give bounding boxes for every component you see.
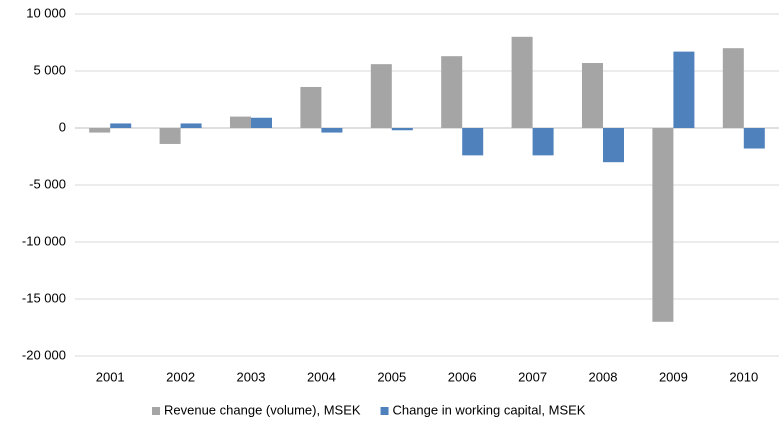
x-tick-label: 2001	[96, 369, 125, 384]
bar	[652, 128, 674, 322]
y-tick-label: -10 000	[22, 233, 66, 248]
bar	[441, 56, 463, 128]
legend-label: Revenue change (volume), MSEK	[164, 402, 361, 417]
bar	[722, 48, 744, 129]
x-tick-label: 2004	[307, 369, 336, 384]
legend-swatch	[152, 407, 160, 415]
x-tick-label: 2007	[518, 369, 547, 384]
legend-swatch	[380, 407, 389, 415]
bar	[321, 128, 343, 133]
bar	[743, 128, 765, 149]
bar	[582, 63, 603, 128]
bar	[532, 128, 554, 156]
x-tick-label: 2006	[448, 369, 477, 384]
bar	[159, 128, 181, 144]
x-tick-label: 2003	[237, 369, 266, 384]
bar	[511, 36, 533, 128]
bar	[603, 128, 624, 163]
x-tick-label: 2010	[729, 369, 758, 384]
bar	[462, 128, 484, 156]
y-tick-label: -5 000	[29, 176, 66, 191]
bar	[230, 116, 251, 128]
bar	[89, 128, 111, 133]
y-tick-label: -20 000	[22, 347, 66, 362]
x-tick-label: 2002	[166, 369, 195, 384]
y-tick-label: 5 000	[33, 62, 66, 77]
bar	[370, 64, 392, 128]
bar	[391, 128, 413, 131]
x-tick-label: 2008	[589, 369, 618, 384]
bar	[300, 86, 322, 128]
x-tick-label: 2005	[377, 369, 406, 384]
y-tick-label: -15 000	[22, 290, 66, 305]
bar	[251, 117, 272, 128]
bar	[180, 123, 202, 128]
y-tick-label: 10 000	[26, 5, 66, 20]
x-tick-label: 2009	[659, 369, 688, 384]
bar	[110, 123, 132, 128]
y-tick-label: 0	[59, 119, 66, 134]
legend-label: Change in working capital, MSEK	[393, 402, 586, 417]
bar	[673, 51, 695, 129]
